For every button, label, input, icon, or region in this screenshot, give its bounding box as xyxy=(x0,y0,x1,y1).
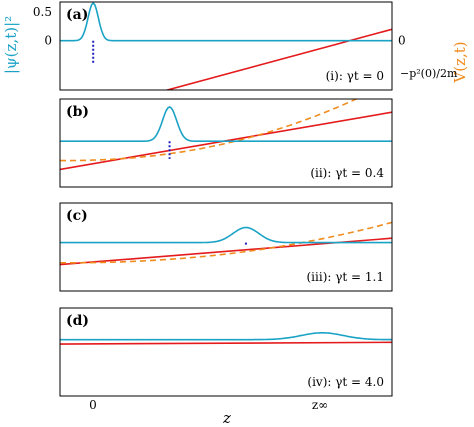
panel-frame xyxy=(59,1,393,91)
panel-label: (c) xyxy=(66,208,88,224)
panel-state-label: (iv): γt = 4.0 xyxy=(307,375,384,389)
potential-line xyxy=(60,341,392,345)
panel-frame xyxy=(59,98,393,188)
y-left-label: |ψ(z,t)|² xyxy=(2,16,20,74)
panel-3: (c) (iii): γt = 1.1 xyxy=(59,202,393,292)
panel-label: (d) xyxy=(66,313,89,329)
panel-frame xyxy=(59,202,393,292)
panels: (a)(i): γt = 00.50 0(b)(ii): γt = 0.4(c)(… xyxy=(33,1,406,397)
panel-plot-area xyxy=(60,332,392,345)
right-annotation: −p²(0)/2m xyxy=(400,67,458,80)
panel-plot-area xyxy=(60,2,392,90)
panel-state-label: (ii): γt = 0.4 xyxy=(310,166,384,180)
y-right-label: V(z,t) xyxy=(451,41,469,83)
wavepacket-curve xyxy=(60,332,392,341)
wavepacket-curve xyxy=(60,2,392,42)
x-tick-zinf: z∞ xyxy=(312,398,328,412)
x-axis-label: z xyxy=(222,409,231,427)
svg-text:V(z,t): V(z,t) xyxy=(451,41,469,83)
panel-4: (d) (iv): γt = 4.0 xyxy=(59,307,393,397)
panel-plot-area xyxy=(60,221,392,266)
potential-line xyxy=(164,28,392,90)
wavepacket-curve xyxy=(60,226,392,244)
panel-frame xyxy=(59,307,393,397)
panel-state-label: (i): γt = 0 xyxy=(326,69,384,83)
panel-state-label: (iii): γt = 1.1 xyxy=(307,270,385,284)
panel-label: (a) xyxy=(66,7,88,23)
svg-text:|ψ(z,t)|²: |ψ(z,t)|² xyxy=(2,16,20,74)
y-tick-1: 0 xyxy=(44,34,52,48)
confining-potential-curve xyxy=(60,99,359,162)
panel-1: (a) (i): γt = 0 0.5 0 0 xyxy=(33,1,406,91)
wavepacket-curve xyxy=(60,105,392,142)
confining-potential-curve xyxy=(60,221,392,264)
panel-2: (b) (ii): γt = 0.4 xyxy=(59,98,393,188)
panel-plot-area xyxy=(60,99,392,171)
x-tick-0: 0 xyxy=(89,398,97,412)
right-tick-0: 0 xyxy=(398,34,406,48)
panel-label: (b) xyxy=(66,104,89,120)
y-tick-0: 0.5 xyxy=(33,5,52,19)
